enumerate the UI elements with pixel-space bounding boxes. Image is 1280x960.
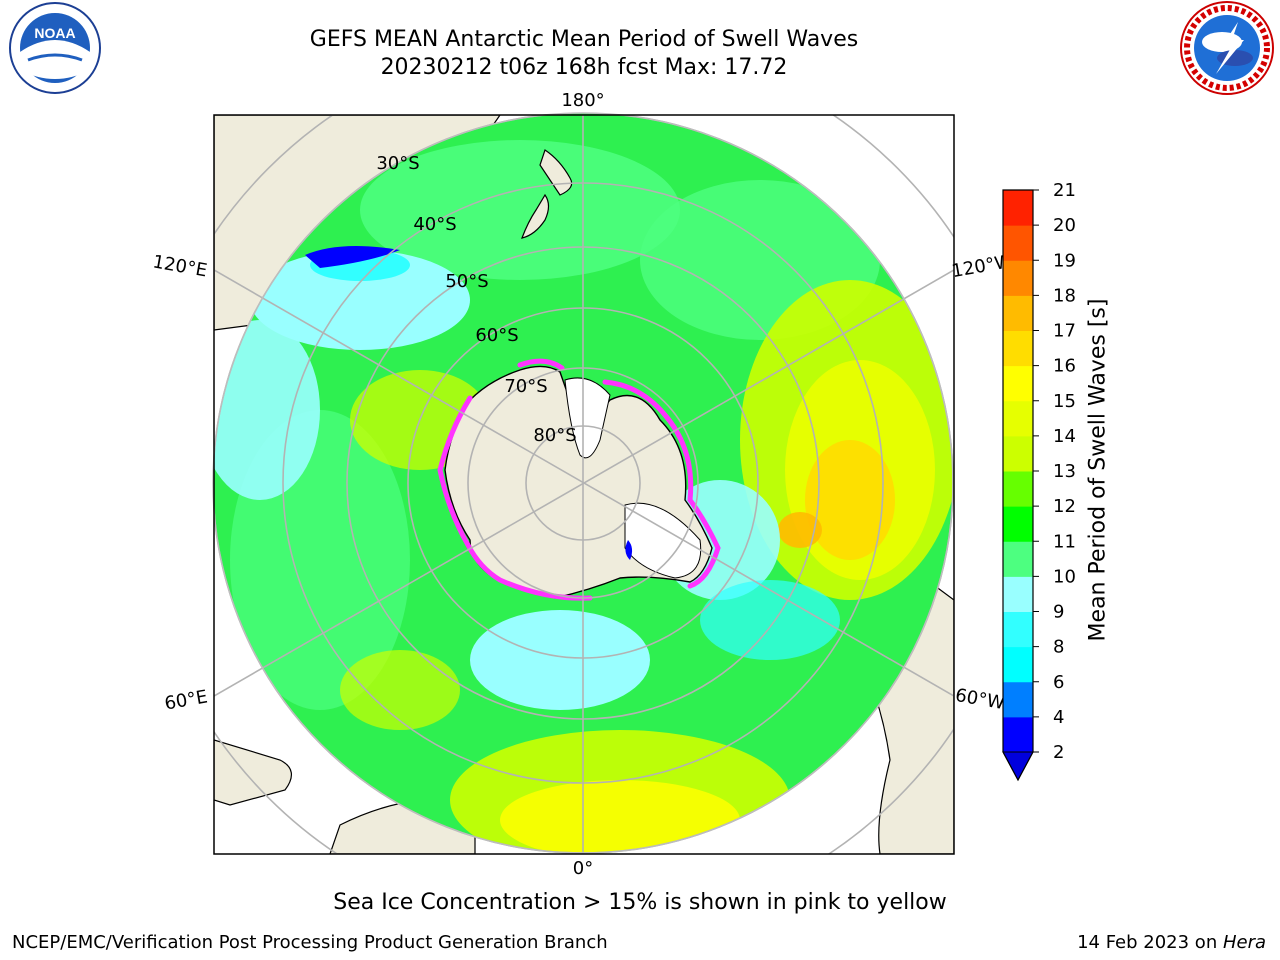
colorbar: 2 4 6 8 9 10 11 12 13 14 15 16 17 18 19 20 21: [1002, 180, 1076, 782]
colorbar-swatch: [1003, 646, 1033, 683]
lon-label-60e: 60°E: [163, 686, 209, 714]
colorbar-tick-label: 12: [1053, 496, 1076, 517]
colorbar-tick-label: 2: [1053, 742, 1064, 763]
noaa-logo: NOAA: [9, 2, 101, 94]
credit-text: NCEP/EMC/Verification Post Processing Pr…: [12, 932, 608, 953]
sea-ice-note: Sea Ice Concentration > 15% is shown in …: [333, 890, 947, 915]
colorbar-tick-label: 14: [1053, 426, 1076, 447]
colorbar-tick-label: 17: [1053, 321, 1076, 342]
lat-label-70s: 70°S: [504, 376, 547, 397]
colorbar-swatch: [1003, 681, 1033, 718]
colorbar-swatch: [1003, 225, 1033, 261]
colorbar-swatch: [1003, 435, 1033, 472]
colorbar-swatch: [1003, 365, 1033, 402]
colorbar-tick-label: 20: [1053, 215, 1076, 236]
host-name: Hera: [1222, 932, 1266, 953]
lon-label-0: 0°: [573, 858, 593, 879]
colorbar-extend-arrow: [1002, 751, 1034, 782]
map-frame: [213, 114, 955, 855]
colorbar-swatch: [1003, 716, 1033, 753]
colorbar-tick-label: 11: [1053, 531, 1076, 552]
sea-ice-edge: [437, 358, 721, 601]
lat-label-30s: 30°S: [376, 153, 419, 174]
colorbar-swatch: [1003, 541, 1033, 577]
swell-field: [213, 113, 953, 853]
colorbar-tick-label: 9: [1053, 602, 1064, 623]
colorbar-label: Mean Period of Swell Waves [s]: [1085, 298, 1111, 642]
lat-label-50s: 50°S: [445, 271, 488, 292]
colorbar-border: [1002, 189, 1034, 782]
colorbar-swatch: [1003, 260, 1033, 296]
colorbar-tick-label: 4: [1053, 707, 1064, 728]
lon-label-180: 180°: [561, 90, 604, 111]
nws-logo: [1180, 1, 1274, 95]
colorbar-tick-label: 13: [1053, 461, 1076, 482]
colorbar-tick-label: 10: [1053, 566, 1076, 587]
colorbar-tick-label: 15: [1053, 391, 1076, 412]
noaa-logo-text: NOAA: [34, 25, 75, 41]
colorbar-tick-label: 18: [1053, 285, 1076, 306]
lat-label-60s: 60°S: [475, 325, 518, 346]
antarctica: [437, 358, 721, 601]
date-text: 14 Feb 2023 on Hera: [1077, 932, 1266, 953]
colorbar-tick-label: 16: [1053, 356, 1076, 377]
colorbar-swatch: [1003, 576, 1033, 612]
chart-subtitle: 20230212 t06z 168h fcst Max: 17.72: [380, 55, 788, 80]
date-value: 14 Feb 2023 on: [1077, 932, 1223, 953]
colorbar-swatch: [1003, 471, 1033, 507]
lon-label-120e: 120°E: [151, 251, 209, 281]
lon-label-60w: 60°W: [954, 685, 1007, 714]
colorbar-swatch: [1003, 295, 1033, 331]
colorbar-swatch: [1003, 190, 1033, 226]
lat-label-40s: 40°S: [413, 214, 456, 235]
colorbar-tick-label: 21: [1053, 180, 1076, 201]
colorbar-swatch: [1003, 400, 1033, 437]
colorbar-tick-label: 6: [1053, 672, 1064, 693]
colorbar-swatch: [1003, 330, 1033, 367]
lat-label-80s: 80°S: [533, 425, 576, 446]
colorbar-swatch: [1003, 506, 1033, 542]
chart-title: GEFS MEAN Antarctic Mean Period of Swell…: [309, 27, 859, 52]
colorbar-swatch: [1003, 611, 1033, 648]
colorbar-tick-label: 8: [1053, 637, 1064, 658]
colorbar-tick-label: 19: [1053, 250, 1076, 271]
